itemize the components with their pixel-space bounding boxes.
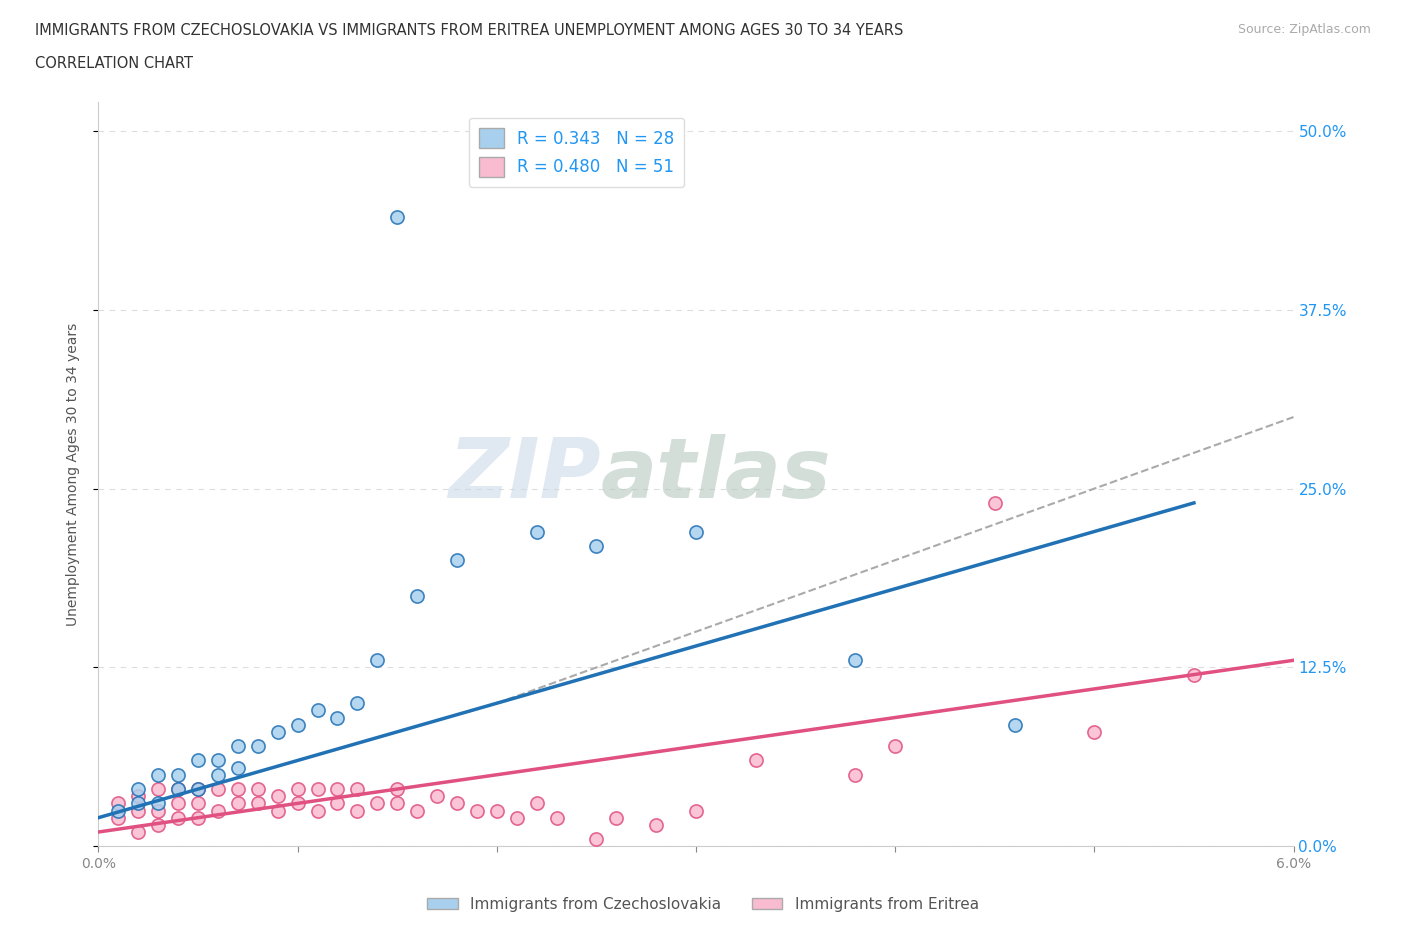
Point <box>226 781 249 796</box>
Point <box>148 767 170 782</box>
Point <box>526 525 548 539</box>
Point <box>148 796 170 811</box>
Point <box>187 796 209 811</box>
Point <box>207 767 229 782</box>
Point <box>148 804 170 818</box>
Point <box>127 825 149 840</box>
Text: Source: ZipAtlas.com: Source: ZipAtlas.com <box>1237 23 1371 36</box>
Point <box>167 781 190 796</box>
Point <box>187 753 209 768</box>
Text: CORRELATION CHART: CORRELATION CHART <box>35 56 193 71</box>
Point <box>187 781 209 796</box>
Point <box>226 760 249 775</box>
Point <box>1004 717 1026 732</box>
Point <box>685 525 707 539</box>
Point <box>246 738 269 753</box>
Point <box>745 753 768 768</box>
Point <box>167 767 190 782</box>
Point <box>148 781 170 796</box>
Legend: R = 0.343   N = 28, R = 0.480   N = 51: R = 0.343 N = 28, R = 0.480 N = 51 <box>468 118 685 187</box>
Point <box>506 810 529 825</box>
Legend: Immigrants from Czechoslovakia, Immigrants from Eritrea: Immigrants from Czechoslovakia, Immigran… <box>422 891 984 918</box>
Point <box>385 781 409 796</box>
Point <box>148 817 170 832</box>
Point <box>605 810 627 825</box>
Point <box>685 804 707 818</box>
Point <box>346 781 368 796</box>
Point <box>127 804 149 818</box>
Point <box>585 538 607 553</box>
Point <box>844 767 866 782</box>
Point <box>246 781 269 796</box>
Point <box>287 781 309 796</box>
Point <box>1083 724 1105 739</box>
Point <box>326 796 349 811</box>
Point <box>207 781 229 796</box>
Point <box>267 724 290 739</box>
Point <box>346 804 368 818</box>
Point <box>984 496 1007 511</box>
Point <box>346 696 368 711</box>
Point <box>307 804 329 818</box>
Text: atlas: atlas <box>600 433 831 515</box>
Point <box>167 796 190 811</box>
Point <box>1182 667 1205 682</box>
Point <box>107 804 129 818</box>
Point <box>287 717 309 732</box>
Point <box>167 781 190 796</box>
Point <box>426 789 449 804</box>
Point <box>406 804 429 818</box>
Text: ZIP: ZIP <box>447 433 600 515</box>
Point <box>307 703 329 718</box>
Point <box>406 589 429 604</box>
Point <box>207 753 229 768</box>
Point <box>326 711 349 725</box>
Point <box>446 796 468 811</box>
Point <box>226 796 249 811</box>
Point <box>307 781 329 796</box>
Point <box>546 810 568 825</box>
Point <box>366 653 388 668</box>
Point <box>585 831 607 846</box>
Point <box>187 781 209 796</box>
Point <box>326 781 349 796</box>
Point <box>485 804 508 818</box>
Point <box>884 738 907 753</box>
Point <box>385 209 409 224</box>
Point <box>226 738 249 753</box>
Point <box>167 810 190 825</box>
Point <box>446 552 468 567</box>
Point <box>385 796 409 811</box>
Point <box>187 810 209 825</box>
Point <box>465 804 488 818</box>
Point <box>127 781 149 796</box>
Point <box>844 653 866 668</box>
Point <box>107 796 129 811</box>
Point <box>127 789 149 804</box>
Point <box>645 817 668 832</box>
Point <box>246 796 269 811</box>
Point <box>287 796 309 811</box>
Point <box>267 804 290 818</box>
Point <box>526 796 548 811</box>
Point <box>127 796 149 811</box>
Text: IMMIGRANTS FROM CZECHOSLOVAKIA VS IMMIGRANTS FROM ERITREA UNEMPLOYMENT AMONG AGE: IMMIGRANTS FROM CZECHOSLOVAKIA VS IMMIGR… <box>35 23 904 38</box>
Point <box>366 796 388 811</box>
Point <box>267 789 290 804</box>
Y-axis label: Unemployment Among Ages 30 to 34 years: Unemployment Among Ages 30 to 34 years <box>66 323 80 626</box>
Point <box>107 810 129 825</box>
Point <box>207 804 229 818</box>
